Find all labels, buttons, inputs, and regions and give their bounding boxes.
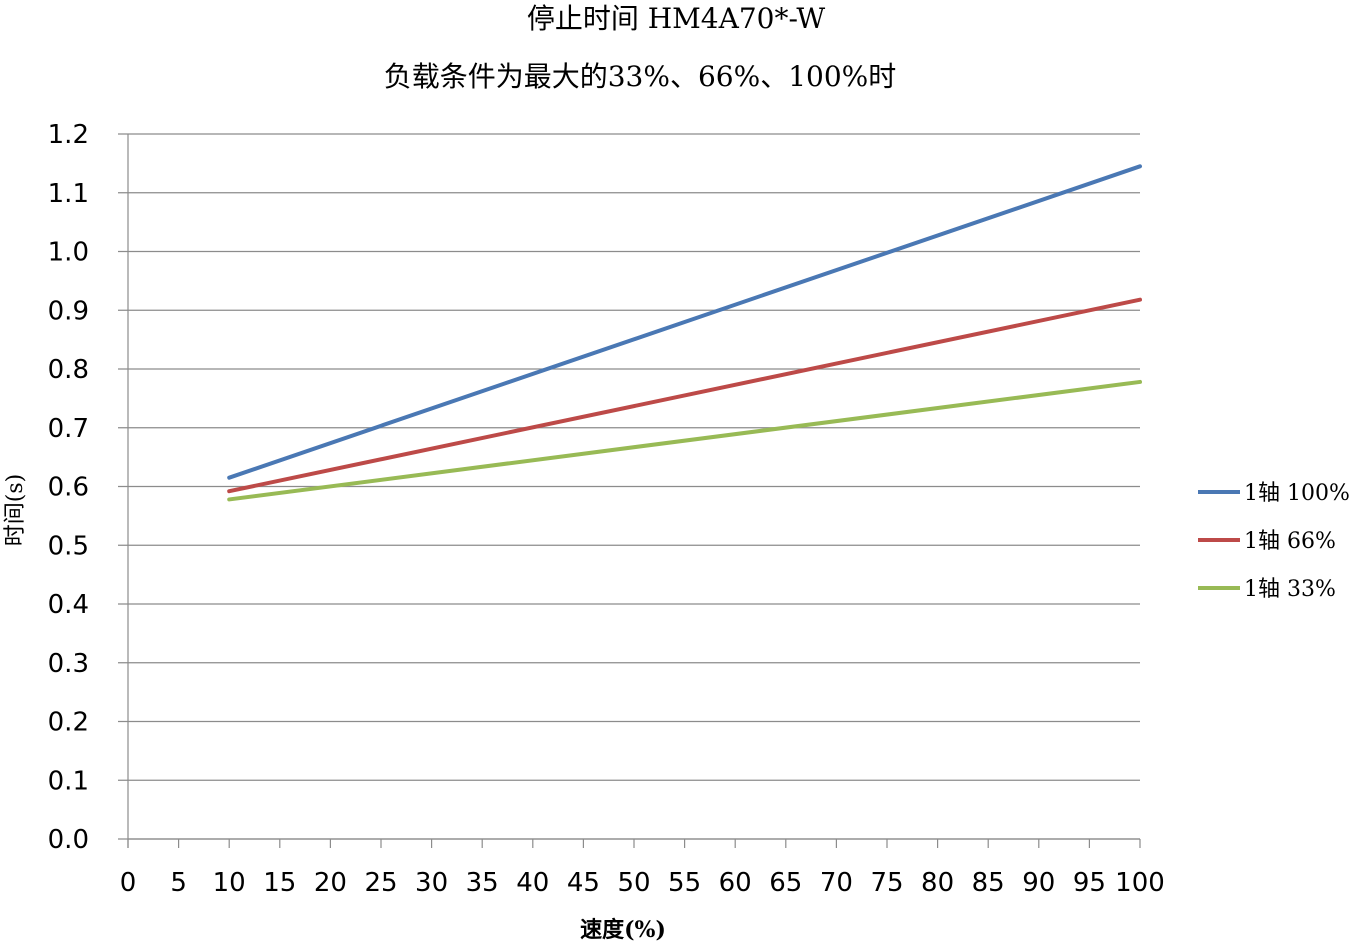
- x-tick-label: 40: [516, 868, 549, 898]
- series-line-2: [227, 297, 1142, 494]
- x-tick-label: 80: [921, 868, 954, 898]
- y-tick-label: 0.9: [48, 296, 89, 326]
- series-line-1: [227, 164, 1142, 480]
- x-axis-title: 速度(%): [580, 917, 666, 943]
- y-axis-ticks: 0.0 0.1 0.2 0.3 0.4 0.5 0.6 0.7 0.8 0.9 1.0 1.1 1.2: [48, 120, 89, 855]
- y-tick-label: 0.1: [48, 766, 89, 796]
- x-tick-label: 75: [870, 868, 903, 898]
- y-tick-label: 0.6: [48, 473, 89, 503]
- x-tick-label: 60: [719, 868, 752, 898]
- x-tick-label: 100: [1115, 868, 1165, 898]
- y-tick-label: 0.7: [48, 414, 89, 444]
- x-tick-label: 65: [769, 868, 802, 898]
- x-tick-label: 45: [567, 868, 600, 898]
- x-tick-label: 90: [1022, 868, 1055, 898]
- y-tick-label: 0.5: [48, 531, 89, 561]
- x-tick-label: 10: [213, 868, 246, 898]
- x-tick-label: 70: [820, 868, 853, 898]
- y-tick-label: 0.2: [48, 708, 89, 738]
- x-tick-label: 55: [668, 868, 701, 898]
- x-tick-label: 50: [617, 868, 650, 898]
- x-tick-label: 15: [263, 868, 296, 898]
- series-lines: [227, 164, 1142, 502]
- x-tick-label: 5: [170, 868, 187, 898]
- x-tick-label: 85: [972, 868, 1005, 898]
- y-tick-label: 0.0: [48, 825, 89, 855]
- gridlines: [118, 133, 1140, 840]
- legend-label-3: 1轴 33%: [1244, 577, 1336, 602]
- y-tick-label: 0.8: [48, 355, 89, 385]
- y-axis-title: 时间(s): [3, 474, 28, 546]
- legend-label-1: 1轴 100%: [1244, 481, 1350, 506]
- y-tick-label: 1.2: [48, 120, 89, 150]
- x-axis-ticks: 0 5 10 15 20 25 30 35 40 45 50 55 60 65 70 75 80 85 90 95 10…: [120, 839, 1165, 898]
- y-tick-label: 1.0: [48, 238, 89, 268]
- series-line-3: [227, 379, 1142, 502]
- x-tick-label: 20: [314, 868, 347, 898]
- legend-label-2: 1轴 66%: [1244, 529, 1336, 554]
- x-tick-label: 25: [364, 868, 397, 898]
- legend: 1轴 100% 1轴 66% 1轴 33%: [1198, 481, 1350, 602]
- x-tick-label: 30: [415, 868, 448, 898]
- y-tick-label: 0.4: [48, 590, 89, 620]
- y-tick-label: 0.3: [48, 649, 89, 679]
- x-tick-label: 95: [1073, 868, 1106, 898]
- chart-subtitle: 负载条件为最大的33%、66%、100%时: [384, 60, 897, 93]
- x-tick-label: 35: [466, 868, 499, 898]
- x-tick-label: 0: [120, 868, 137, 898]
- y-tick-label: 1.1: [48, 179, 89, 209]
- chart-title: 停止时间 HM4A70*-W: [527, 2, 826, 35]
